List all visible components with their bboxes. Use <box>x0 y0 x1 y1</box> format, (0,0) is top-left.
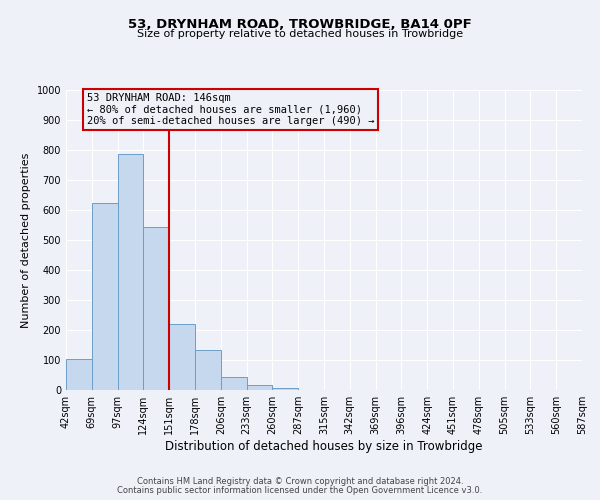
Bar <box>247 384 272 390</box>
Text: 53, DRYNHAM ROAD, TROWBRIDGE, BA14 0PF: 53, DRYNHAM ROAD, TROWBRIDGE, BA14 0PF <box>128 18 472 30</box>
Text: 53 DRYNHAM ROAD: 146sqm
← 80% of detached houses are smaller (1,960)
20% of semi: 53 DRYNHAM ROAD: 146sqm ← 80% of detache… <box>86 93 374 126</box>
Text: Contains public sector information licensed under the Open Government Licence v3: Contains public sector information licen… <box>118 486 482 495</box>
Bar <box>272 388 298 390</box>
Bar <box>169 324 195 390</box>
Text: Size of property relative to detached houses in Trowbridge: Size of property relative to detached ho… <box>137 29 463 39</box>
Bar <box>195 350 221 390</box>
X-axis label: Distribution of detached houses by size in Trowbridge: Distribution of detached houses by size … <box>165 440 483 453</box>
Bar <box>143 227 169 390</box>
Bar <box>66 359 92 390</box>
Bar <box>118 154 143 390</box>
Text: Contains HM Land Registry data © Crown copyright and database right 2024.: Contains HM Land Registry data © Crown c… <box>137 477 463 486</box>
Bar <box>221 376 247 390</box>
Y-axis label: Number of detached properties: Number of detached properties <box>21 152 31 328</box>
Bar <box>92 204 118 390</box>
